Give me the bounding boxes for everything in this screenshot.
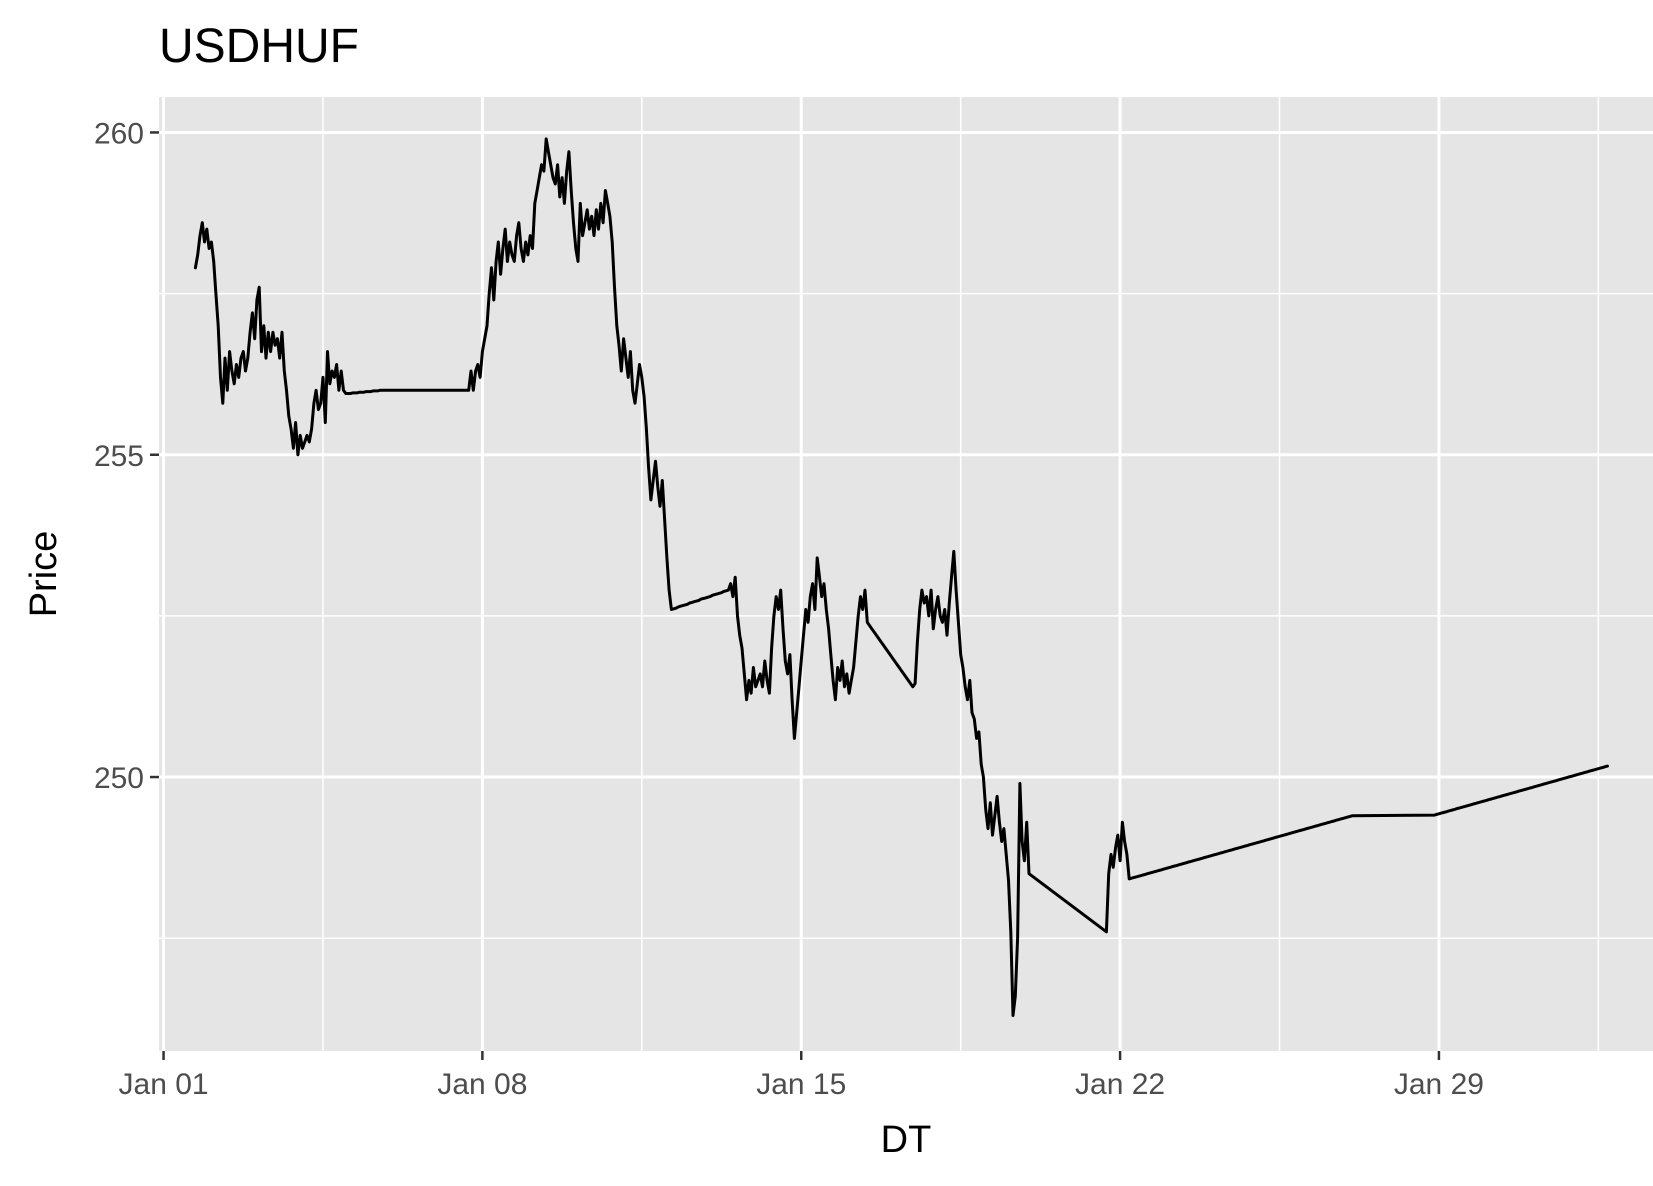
axes: Jan 01 Jan 08 Jan 15 Jan 22 Jan 29 250 255 260: [94, 117, 1484, 1101]
x-tick-label: Jan 15: [756, 1068, 846, 1101]
series-layer: [193, 137, 1609, 1017]
x-tick-label: Jan 01: [119, 1068, 209, 1101]
chart-title: USDHUF: [159, 20, 359, 73]
x-tick-label: Jan 22: [1075, 1068, 1165, 1101]
series-line-usdhuf: [193, 137, 1609, 1017]
y-axis-title: Price: [23, 531, 65, 618]
x-axis-title: DT: [881, 1119, 932, 1161]
x-tick-label: Jan 08: [437, 1068, 527, 1101]
gridlines: [159, 97, 1653, 1051]
plot-panel: [159, 97, 1653, 1051]
y-tick-label: 260: [94, 117, 144, 150]
x-tick-label: Jan 29: [1394, 1068, 1484, 1101]
y-tick-label: 255: [94, 440, 144, 473]
y-tick-label: 250: [94, 762, 144, 795]
